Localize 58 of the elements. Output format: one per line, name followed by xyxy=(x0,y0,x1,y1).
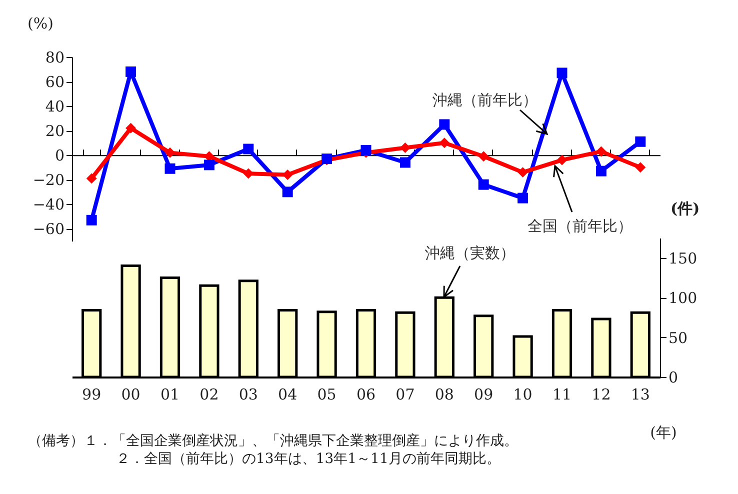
y-tick-label: 80 xyxy=(45,48,64,66)
x-tick-label: 01 xyxy=(160,386,180,404)
text: （備考）１．「全国企業倒産状況」、「沖縄県下企業整理倒産」により作成。 xyxy=(28,432,518,450)
point xyxy=(400,157,410,168)
x-tick-label: 12 xyxy=(592,386,611,404)
point xyxy=(556,68,568,78)
y-tick-label: −40 xyxy=(32,196,64,214)
x-tick-label: 05 xyxy=(317,386,336,404)
y-tick-label: 100 xyxy=(668,289,698,308)
x-tick-label: 04 xyxy=(278,386,298,404)
point xyxy=(126,122,136,134)
point xyxy=(478,179,489,190)
x-axis-title: (年) xyxy=(650,424,677,442)
y-axis-title: (件) xyxy=(670,200,700,218)
y-tick-label: −60 xyxy=(32,220,64,238)
point xyxy=(596,146,606,157)
point xyxy=(635,162,646,173)
point xyxy=(204,160,214,170)
point xyxy=(439,119,450,130)
point xyxy=(282,186,293,198)
point xyxy=(518,167,528,178)
point xyxy=(243,144,254,154)
y-tick-label: 20 xyxy=(45,122,64,140)
x-tick-label: 99 xyxy=(82,386,102,404)
x-tick-label: 11 xyxy=(552,386,572,404)
point xyxy=(400,142,410,154)
point xyxy=(86,214,97,226)
text: ２．全国（前年比）の13年は、13年1～11月の前年同期比。 xyxy=(115,450,502,468)
text: 沖縄（実数） xyxy=(425,244,515,262)
point xyxy=(635,136,646,147)
point xyxy=(439,138,450,148)
x-tick-label: 07 xyxy=(396,386,415,404)
y-tick-label: −20 xyxy=(32,171,64,190)
series-label: 沖縄（前年比） xyxy=(432,91,538,109)
y-tick-label: 60 xyxy=(45,73,64,92)
point xyxy=(164,147,176,158)
y-tick-label: 150 xyxy=(668,249,698,268)
point xyxy=(478,151,489,162)
x-tick-label: 00 xyxy=(121,386,140,404)
x-tick-label: 06 xyxy=(356,386,376,404)
y-tick-label: 0 xyxy=(54,146,64,165)
point xyxy=(518,192,528,204)
y-tick-label: 0 xyxy=(668,368,678,386)
x-tick-label: 13 xyxy=(630,386,650,404)
x-tick-label: 08 xyxy=(434,386,454,404)
point xyxy=(126,66,136,77)
point xyxy=(86,173,97,184)
point xyxy=(556,154,568,166)
y-axis-title: (%) xyxy=(28,14,54,32)
x-tick-label: 02 xyxy=(200,386,219,404)
point xyxy=(164,163,176,174)
text: 全国（前年比） xyxy=(528,217,632,235)
x-tick-label: 10 xyxy=(513,386,532,404)
x-tick-label: 03 xyxy=(238,386,258,404)
y-tick-label: 40 xyxy=(45,98,64,116)
x-tick-label: 09 xyxy=(474,386,494,404)
y-tick-label: 50 xyxy=(668,328,688,347)
point xyxy=(596,166,606,176)
